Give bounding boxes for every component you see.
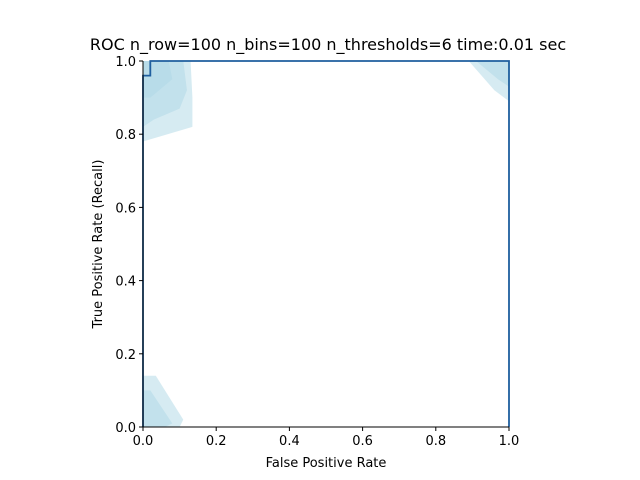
y-tick-label-2: 0.4 [115, 275, 136, 290]
x-tick-label-3: 0.6 [352, 434, 373, 449]
y-tick-label-1: 0.2 [115, 348, 136, 363]
y-tick-label-0: 0.0 [115, 421, 136, 436]
confidence-regions [143, 61, 509, 427]
y-tick-label-4: 0.8 [115, 128, 136, 143]
y-axis-ticks: 0.0 0.2 0.4 0.6 0.8 1.0 [115, 55, 143, 436]
x-tick-label-1: 0.2 [206, 434, 227, 449]
x-tick-label-2: 0.4 [279, 434, 300, 449]
x-tick-label-5: 1.0 [499, 434, 520, 449]
y-tick-label-3: 0.6 [115, 201, 136, 216]
x-tick-label-0: 0.0 [133, 434, 154, 449]
x-axis-label: False Positive Rate [266, 456, 387, 471]
confidence-region-4 [143, 390, 173, 427]
y-axis-label: True Positive Rate (Recall) [91, 160, 106, 330]
confidence-region-6 [476, 61, 509, 87]
x-tick-label-4: 0.8 [425, 434, 446, 449]
y-tick-label-5: 1.0 [115, 55, 136, 70]
chart-title: ROC n_row=100 n_bins=100 n_thresholds=6 … [90, 35, 566, 55]
x-axis-ticks: 0.0 0.2 0.4 0.6 0.8 1.0 [133, 427, 520, 449]
